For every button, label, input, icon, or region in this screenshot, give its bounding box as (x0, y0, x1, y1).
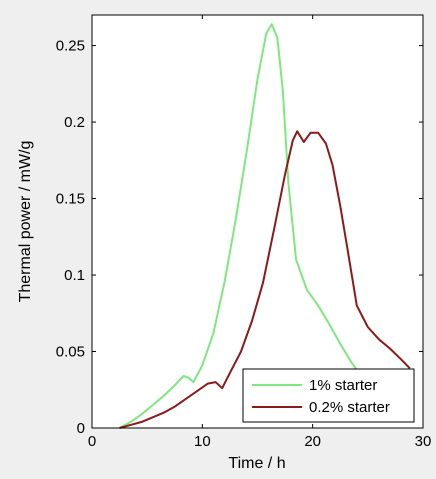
x-axis-title: Time / h (228, 455, 285, 472)
y-tick-label: 0.2 (64, 114, 85, 131)
legend: 1% starter 0.2% starter (242, 368, 415, 423)
legend-label-02pct-starter: 0.2% starter (309, 399, 390, 416)
series-layer (119, 23, 411, 429)
series-line-1pct-starter (119, 23, 386, 429)
y-tick-label: 0.25 (56, 38, 85, 55)
plot-frame (91, 14, 424, 429)
x-tick-label: 20 (304, 433, 321, 450)
tick-layer: 0 10 20 30 0 0.05 0.1 0.15 0.2 0.25 (56, 15, 432, 450)
legend-box (242, 368, 415, 423)
y-tick-label: 0 (77, 420, 85, 437)
series-line-02pct-starter (119, 130, 411, 429)
x-tick-label: 0 (88, 433, 96, 450)
y-tick-label: 0.15 (56, 191, 85, 208)
y-tick-label: 0.05 (56, 344, 85, 361)
y-tick-label: 0.1 (64, 267, 85, 284)
x-tick-label: 30 (415, 433, 432, 450)
y-axis-title: Thermal power / mW/g (17, 141, 34, 303)
x-tick-label: 10 (194, 433, 211, 450)
legend-label-1pct-starter: 1% starter (309, 377, 377, 394)
